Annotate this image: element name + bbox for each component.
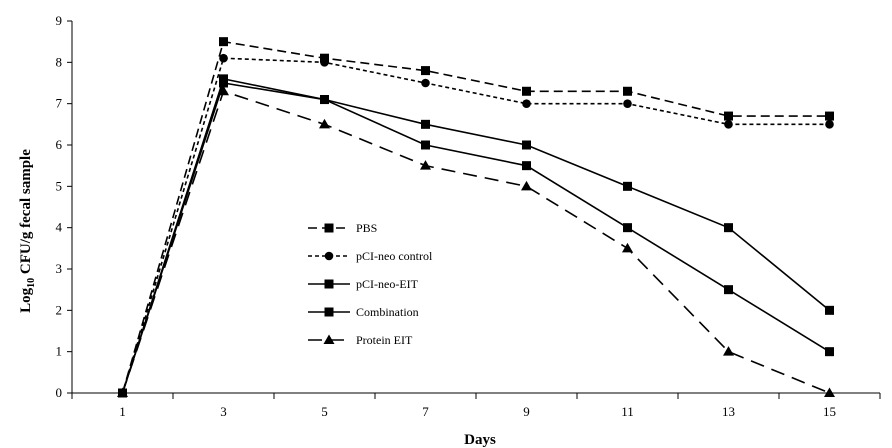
data-point — [521, 180, 532, 191]
x-tick-label: 9 — [523, 404, 530, 419]
legend-label: Protein EIT — [356, 333, 413, 347]
x-tick-label: 5 — [321, 404, 328, 419]
x-tick-label: 13 — [722, 404, 735, 419]
series-line — [121, 90, 830, 394]
x-tick-label: 7 — [422, 404, 429, 419]
data-point — [825, 120, 834, 129]
x-tick-label: 1 — [119, 404, 126, 419]
data-point — [522, 140, 531, 150]
data-point — [825, 305, 834, 315]
y-tick-label: 4 — [56, 220, 63, 235]
y-axis-title: Log10 CFU/g fecal sample — [18, 149, 37, 313]
data-point — [825, 111, 834, 121]
series-line — [121, 82, 830, 394]
data-point — [219, 53, 228, 63]
legend-marker — [324, 251, 334, 261]
data-point — [522, 99, 531, 108]
data-point — [421, 66, 430, 76]
y-axis-title-subscript: 10 — [26, 278, 37, 288]
data-point — [420, 160, 431, 170]
legend-label: PBS — [356, 221, 377, 235]
data-point — [825, 347, 834, 357]
data-point — [421, 119, 430, 129]
y-tick-label: 2 — [56, 302, 63, 317]
legend-marker — [323, 334, 335, 344]
legend-label: Combination — [356, 305, 419, 319]
data-point — [724, 120, 733, 129]
data-point — [622, 242, 633, 253]
data-point — [623, 86, 632, 96]
x-tick-label: 11 — [621, 404, 634, 419]
legend-marker — [324, 307, 334, 317]
series-2 — [118, 53, 834, 398]
data-point — [320, 58, 329, 67]
x-tick-label: 15 — [823, 404, 836, 419]
data-point — [219, 37, 228, 47]
data-point — [824, 387, 835, 397]
legend-label: pCI-neo control — [356, 249, 433, 263]
y-tick-label: 6 — [56, 137, 63, 152]
x-tick-label: 3 — [220, 404, 227, 419]
y-tick-label: 5 — [56, 178, 63, 193]
legend-marker — [324, 279, 334, 289]
legend-item: pCI-neo-EIT — [308, 277, 419, 291]
legend: PBS pCI-neo control pCI-neo-EIT Combination… — [308, 221, 433, 347]
y-tick-label: 1 — [56, 344, 63, 359]
y-tick-label: 3 — [56, 261, 63, 276]
y-tick-label: 7 — [56, 96, 63, 111]
series-5 — [117, 85, 835, 397]
data-point — [319, 118, 330, 129]
data-point — [723, 346, 734, 356]
y-tick-label: 0 — [56, 385, 63, 400]
legend-item: Combination — [308, 305, 419, 319]
series-line — [121, 77, 831, 394]
data-point — [623, 223, 632, 233]
x-axis-title: Days — [464, 432, 496, 448]
legend-label: pCI-neo-EIT — [356, 277, 419, 291]
legend-item: pCI-neo control — [308, 249, 433, 263]
data-point — [724, 111, 733, 121]
y-axis-title-rest: CFU/g fecal sample — [18, 149, 34, 278]
data-point — [117, 387, 128, 397]
legend-item: Protein EIT — [308, 333, 413, 347]
data-point — [724, 223, 733, 233]
legend-item: PBS — [308, 221, 377, 235]
y-tick-label: 9 — [56, 13, 63, 28]
data-point — [522, 161, 531, 171]
series-line — [121, 40, 830, 394]
data-point — [623, 99, 632, 108]
legend-marker — [324, 223, 334, 233]
data-point — [724, 285, 733, 295]
data-point — [522, 86, 531, 96]
series-layer — [117, 37, 835, 398]
data-point — [421, 78, 430, 88]
y-axis-title-base: Log — [18, 287, 34, 313]
data-point — [218, 85, 229, 96]
data-point — [421, 140, 430, 150]
y-tick-label: 8 — [56, 54, 63, 69]
data-point — [623, 181, 632, 191]
data-point — [320, 95, 329, 105]
series-line — [121, 57, 830, 394]
data-point — [219, 78, 228, 88]
